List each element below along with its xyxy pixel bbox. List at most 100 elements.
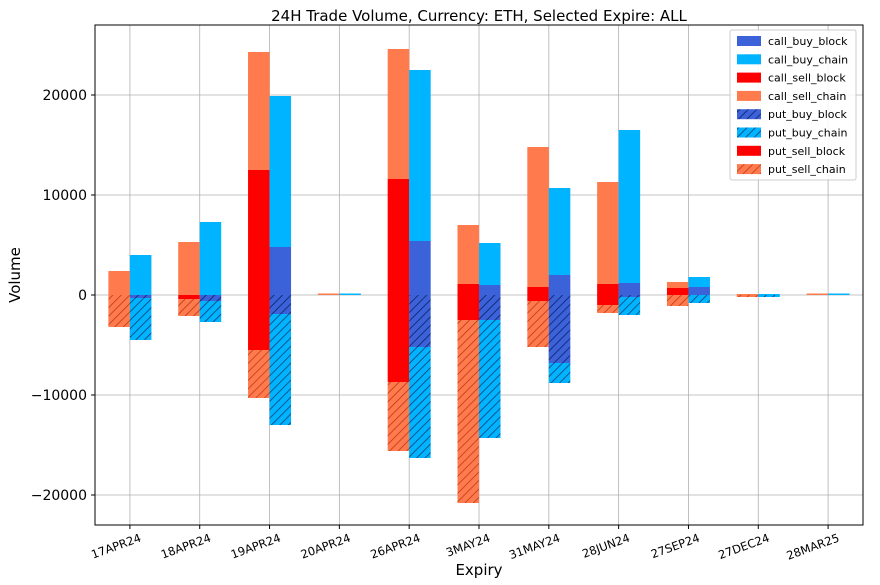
y-tick-label: 10000 — [42, 188, 87, 204]
x-tick-label: 18APR24 — [159, 531, 213, 562]
bar-put_sell_chain-31MAY24 — [527, 301, 549, 347]
bar-call_buy_chain-18APR24 — [199, 222, 222, 295]
bar-call_buy_chain-26APR24 — [409, 70, 431, 241]
bar-put_sell_chain-26APR24 — [387, 382, 410, 451]
bar-put_sell_block-19APR24 — [248, 295, 270, 350]
legend-label-put_sell_chain: put_sell_chain — [768, 163, 846, 176]
bar-call_sell_chain-28JUN24 — [597, 182, 619, 284]
bar-call_buy_block-26APR24 — [409, 241, 431, 295]
bar-put_buy_block-26APR24 — [409, 295, 431, 347]
legend-swatch-call_sell_block — [737, 72, 761, 83]
bar-put_sell_block-28JUN24 — [597, 295, 619, 305]
x-tick-label: 19APR24 — [229, 531, 283, 562]
bar-call_buy_chain-17APR24 — [129, 255, 152, 295]
bar-put_buy_chain-28JUN24 — [618, 297, 641, 315]
x-axis: 17APR24 18APR24 19APR24 20APR24 26APR24 3MAY2… — [89, 525, 841, 563]
y-tick-label: 20000 — [42, 88, 87, 104]
legend-swatch-call_sell_chain — [737, 90, 761, 101]
chart-title: 24H Trade Volume, Currency: ETH, Selecte… — [271, 7, 687, 25]
legend-swatch-call_buy_chain — [737, 54, 761, 65]
bar-call_buy_chain-19APR24 — [269, 96, 292, 247]
bar-put_sell_chain-27SEP24 — [666, 295, 689, 306]
bar-call_sell_block-3MAY24 — [457, 284, 479, 295]
bar-put_sell_block-26APR24 — [387, 295, 410, 382]
bar-put_sell_chain-18APR24 — [178, 299, 200, 316]
bar-call_buy_chain-3MAY24 — [479, 243, 501, 285]
x-tick-label: 28MAR25 — [785, 531, 842, 563]
bar-put_buy_block-3MAY24 — [479, 295, 501, 320]
bar-put_sell_chain-19APR24 — [248, 350, 270, 398]
bar-call_sell_chain-3MAY24 — [457, 225, 479, 284]
legend-swatch-put_sell_block — [737, 145, 761, 156]
bar-call_buy_chain-27DEC24 — [758, 294, 780, 295]
bar-call_sell_chain-17APR24 — [108, 271, 130, 295]
legend-label-call_buy_block: call_buy_block — [768, 35, 848, 48]
legend: call_buy_block call_buy_chain call_sell_bl… — [729, 29, 857, 181]
bar-put_sell_chain-27DEC24 — [736, 295, 759, 297]
bar-put_sell_block-3MAY24 — [457, 295, 479, 320]
legend-swatch-put_sell_chain — [737, 164, 761, 175]
bar-put_buy_chain-26APR24 — [409, 347, 431, 458]
bar-call_buy_block-19APR24 — [269, 247, 292, 295]
y-tick-label: 0 — [78, 288, 87, 304]
bar-put_buy_chain-18APR24 — [199, 301, 222, 322]
bar-put_sell_block-31MAY24 — [527, 295, 549, 301]
bar-call_buy_block-31MAY24 — [548, 275, 571, 295]
x-tick-label: 20APR24 — [299, 531, 353, 562]
bar-put_sell_chain-17APR24 — [108, 295, 130, 327]
bar-call_sell_chain-31MAY24 — [527, 147, 549, 287]
bar-call_buy_chain-28JUN24 — [618, 130, 641, 283]
x-tick-label: 31MAY24 — [507, 531, 562, 562]
y-tick-label: −10000 — [31, 388, 87, 404]
legend-swatch-put_buy_block — [737, 109, 761, 120]
bar-put_buy_chain-3MAY24 — [479, 320, 501, 438]
legend-label-put_buy_chain: put_buy_chain — [768, 127, 848, 140]
x-tick-label: 27DEC24 — [716, 531, 771, 562]
legend-label-call_sell_chain: call_sell_chain — [768, 90, 846, 103]
x-tick-label: 3MAY24 — [444, 531, 492, 560]
bar-put_buy_block-19APR24 — [269, 295, 292, 314]
y-axis: −20000 −10000 0 10000 20000 — [31, 88, 95, 504]
bar-call_sell_chain-28MAR25 — [806, 293, 829, 295]
bar-call_sell_chain-26APR24 — [387, 49, 410, 179]
bar-put_buy_block-17APR24 — [129, 295, 152, 298]
bar-call_buy_chain-31MAY24 — [548, 188, 571, 275]
bar-put_buy_chain-31MAY24 — [548, 363, 571, 383]
bar-put_buy_chain-27SEP24 — [688, 295, 710, 303]
bar-put_sell_chain-3MAY24 — [457, 320, 479, 503]
bar-call_sell_block-26APR24 — [387, 179, 410, 295]
bar-put_buy_chain-17APR24 — [129, 298, 152, 340]
bar-call_buy_block-27SEP24 — [688, 287, 710, 295]
legend-box — [729, 29, 857, 181]
legend-label-call_buy_chain: call_buy_chain — [768, 53, 848, 66]
bar-put_sell_chain-28JUN24 — [597, 305, 619, 313]
bar-call_sell_chain-27SEP24 — [666, 282, 689, 288]
bar-call_sell_chain-27DEC24 — [736, 294, 759, 295]
bar-call_sell_chain-20APR24 — [317, 293, 340, 295]
legend-label-put_buy_block: put_buy_block — [768, 108, 848, 121]
bar-call_sell_chain-19APR24 — [248, 52, 270, 170]
legend-label-put_sell_block: put_sell_block — [768, 145, 846, 158]
bars — [108, 49, 850, 503]
bar-call_buy_block-28JUN24 — [618, 283, 641, 295]
x-tick-label: 27SEP24 — [649, 531, 702, 562]
bar-put_buy_block-18APR24 — [199, 295, 222, 301]
y-axis-label: Volume — [6, 247, 24, 303]
bar-call_buy_chain-20APR24 — [339, 293, 361, 295]
y-tick-label: −20000 — [31, 488, 87, 504]
x-tick-label: 26APR24 — [368, 531, 422, 562]
bar-call_sell_block-19APR24 — [248, 170, 270, 295]
bar-call_buy_chain-28MAR25 — [828, 293, 850, 295]
x-axis-label: Expiry — [455, 561, 502, 579]
bar-put_buy_chain-27DEC24 — [758, 295, 780, 297]
bar-call_sell_chain-18APR24 — [178, 242, 200, 295]
bar-put_buy_block-28JUN24 — [618, 295, 641, 297]
x-tick-label: 28JUN24 — [580, 531, 631, 561]
bar-call_sell_block-28JUN24 — [597, 284, 619, 295]
bar-call_buy_block-3MAY24 — [479, 285, 501, 295]
bar-call_buy_chain-27SEP24 — [688, 277, 710, 287]
x-tick-label: 17APR24 — [89, 531, 143, 562]
bar-put_buy_block-31MAY24 — [548, 295, 571, 363]
legend-swatch-put_buy_chain — [737, 127, 761, 138]
